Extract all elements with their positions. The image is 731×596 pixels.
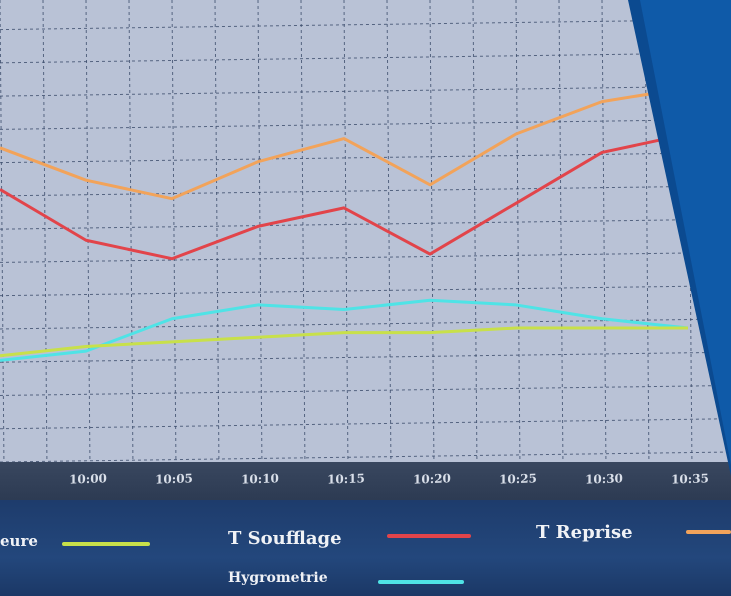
grid-line-vertical	[687, 0, 693, 470]
legend-swatch-eure	[62, 542, 150, 546]
line-chart	[0, 0, 731, 470]
grid-line-vertical	[343, 0, 349, 470]
x-tick-label: 10:00	[69, 471, 107, 487]
grid-line-horizontal	[0, 118, 731, 130]
x-tick-label: 10:20	[413, 471, 451, 487]
legend: eure T Soufflage T Reprise Hygrometrie	[0, 500, 731, 596]
grid-line-vertical	[601, 0, 607, 470]
series-line-eure	[0, 326, 688, 358]
grid-line-vertical	[300, 0, 306, 470]
x-tick-label: 10:05	[155, 471, 193, 487]
grid-line-horizontal	[0, 351, 731, 363]
grid-line-horizontal	[0, 251, 731, 263]
chart-grid	[0, 0, 731, 470]
x-tick-label: 10:15	[327, 471, 365, 487]
x-axis-strip	[0, 462, 731, 502]
grid-line-horizontal	[0, 19, 731, 31]
grid-line-horizontal	[0, 52, 731, 64]
grid-line-vertical	[171, 0, 177, 470]
x-tick-label: 10:30	[585, 471, 623, 487]
legend-swatch-t-soufflage	[387, 534, 471, 538]
legend-label-t-reprise: T Reprise	[536, 522, 633, 543]
series-line-t-reprise	[0, 86, 689, 201]
grid-line-vertical	[85, 0, 91, 470]
grid-line-vertical	[257, 0, 263, 470]
grid-line-vertical	[128, 0, 134, 470]
grid-line-vertical	[644, 0, 650, 470]
grid-line-vertical	[429, 0, 435, 470]
grid-line-vertical	[472, 0, 478, 470]
legend-label-t-soufflage: T Soufflage	[228, 528, 342, 549]
series-line-hygrometrie	[0, 298, 689, 362]
grid-line-vertical	[515, 0, 521, 470]
legend-label-eure: eure	[0, 532, 38, 550]
grid-line-horizontal	[0, 185, 731, 197]
grid-line-horizontal	[0, 418, 731, 430]
grid-line-horizontal	[0, 218, 731, 230]
grid-line-horizontal	[0, 384, 731, 396]
grid-line-vertical	[386, 0, 392, 470]
grid-line-horizontal	[0, 85, 731, 97]
legend-label-hygrometrie: Hygrometrie	[228, 570, 328, 586]
chart-lines	[0, 86, 689, 362]
grid-line-horizontal	[0, 318, 731, 330]
legend-swatch-t-reprise	[686, 530, 731, 534]
x-tick-label: 10:25	[499, 471, 537, 487]
grid-line-horizontal	[0, 451, 731, 463]
x-tick-label: 10:35	[671, 471, 709, 487]
grid-line-horizontal	[0, 285, 731, 297]
legend-swatch-hygrometrie	[378, 580, 464, 584]
grid-line-vertical	[558, 0, 564, 470]
grid-line-vertical	[42, 0, 48, 470]
x-tick-label: 10:10	[241, 471, 279, 487]
series-line-t-soufflage	[0, 132, 689, 261]
grid-line-horizontal	[0, 152, 731, 164]
grid-line-vertical	[0, 0, 5, 470]
grid-line-vertical	[214, 0, 220, 470]
